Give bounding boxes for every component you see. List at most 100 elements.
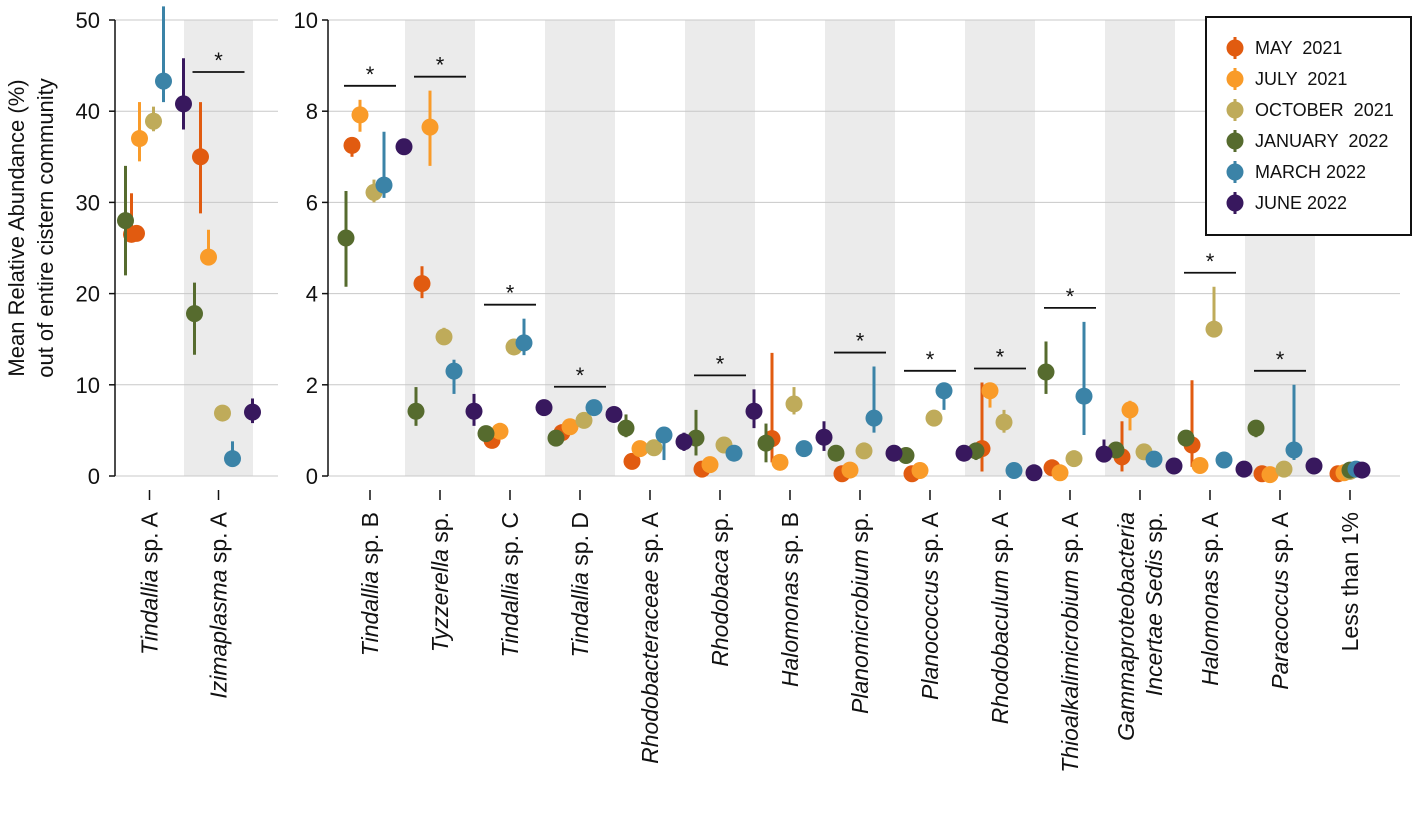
x-label-genus: Incertae Sedis [1141,549,1167,697]
point-right-s4-c11 [1145,450,1163,468]
category-labels: Tindallia sp. A Izimaplasma sp. A Tindalli… [137,511,1364,772]
marker [745,402,763,420]
point-right-s4-c4 [655,426,673,461]
marker [145,112,162,130]
marker [395,138,413,156]
x-label-suffix: sp. A [1267,511,1293,569]
marker [655,426,673,444]
marker [1275,460,1293,478]
marker [865,409,883,427]
point-right-s4-c3 [585,399,603,417]
x-label-genus: Rhodobaculum [987,570,1013,725]
legend-entry-4: MARCH 2022 [1226,161,1366,183]
x-label-genus: Rhodobacteraceae [637,570,663,764]
marker [955,444,973,462]
point-right-s0-c4 [623,452,641,470]
marker [1025,464,1043,482]
x-label-right-10: Thioalkalimicrobium sp. A [1057,511,1083,772]
x-label-genus: Tindallia [497,572,523,657]
marker [117,212,134,230]
point-right-s4-c9 [1005,462,1023,480]
legend-label: MARCH 2022 [1255,162,1366,182]
x-label-suffix: sp. [427,512,453,549]
point-right-s4-c0 [375,131,393,198]
point-right-s2-c3 [575,411,593,429]
point-right-s3-c4 [617,414,635,438]
marker [645,439,663,457]
marker [1075,387,1093,405]
marker [925,409,943,427]
x-label-right-14: Less than 1% [1337,512,1363,651]
point-right-s5-c9 [1025,464,1043,482]
significance-star: * [856,329,865,354]
shade-band-right-9 [965,20,1035,476]
marker [1065,450,1083,468]
x-label-right-3: Tindallia sp. D [567,512,593,658]
significance-left-1: * [192,48,245,73]
point-right-s1-c11 [1121,400,1139,431]
legend-entry-0: MAY 2021 [1226,37,1342,59]
marker [1121,401,1139,419]
point-right-s1-c7 [841,461,859,479]
significance-star: * [716,351,725,376]
legend-entry-1: JULY 2021 [1226,68,1347,90]
x-label-suffix: sp. A [637,511,663,569]
point-right-s1-c1 [421,90,439,166]
y-tick-label-right-1: 2 [306,373,318,398]
legend-label: JANUARY 2022 [1255,131,1388,151]
marker [995,413,1013,431]
marker [785,395,803,413]
marker [1145,450,1163,468]
marker [224,450,241,468]
x-label-genus: Paracoccus [1267,569,1293,690]
point-right-s5-c12 [1235,460,1253,478]
y-tick-label-right-2: 4 [306,282,318,307]
point-right-s4-c5 [725,444,743,462]
marker [981,382,999,400]
shade-band-right-3 [545,20,615,476]
legend-marker [1226,163,1244,181]
point-right-s0-c12 [1183,380,1201,467]
marker [192,148,209,166]
marker [1261,466,1279,484]
x-label-right-2: Tindallia sp. C [497,512,523,658]
significance-star: * [366,62,375,87]
marker [1305,457,1323,475]
marker [1005,462,1023,480]
y-tick-label-right-4: 8 [306,99,318,124]
marker [795,440,813,458]
marker [155,72,172,90]
marker [175,95,192,113]
marker [1051,464,1069,482]
point-right-s3-c0 [337,191,355,287]
point-right-s4-c7 [865,366,883,433]
x-label-suffix: sp. B [777,512,803,571]
x-label-genus: Planomicrobium [847,549,873,714]
marker [421,118,439,136]
legend-label: OCTOBER 2021 [1255,100,1394,120]
marker [131,130,148,148]
marker [186,305,203,323]
point-right-s1-c6 [771,453,789,471]
marker [351,106,369,124]
point-right-s1-c9 [981,382,999,408]
marker [617,419,635,437]
legend-marker [1226,70,1244,88]
legend-marker [1226,194,1244,212]
marker [435,328,453,346]
point-right-s5-c3 [605,405,623,423]
y-tick-label-right-3: 6 [306,190,318,215]
y-tick-label-right-5: 10 [294,8,318,33]
y-axis-title-line1: Mean Relative Abundance (%) [4,79,29,376]
shade-band-right-11 [1105,20,1175,476]
y-axis-title: Mean Relative Abundance (%) out of entir… [4,78,58,378]
y-tick-label-left-4: 40 [76,99,100,124]
point-right-s2-c10 [1065,450,1083,468]
x-label-left-1: Izimaplasma sp. A [206,511,232,698]
marker [375,176,393,194]
marker [827,444,845,462]
y-tick-label-right-0: 0 [306,464,318,489]
significance-star: * [1276,347,1285,372]
point-left-s4-c0 [155,6,172,103]
marker [1353,461,1371,479]
